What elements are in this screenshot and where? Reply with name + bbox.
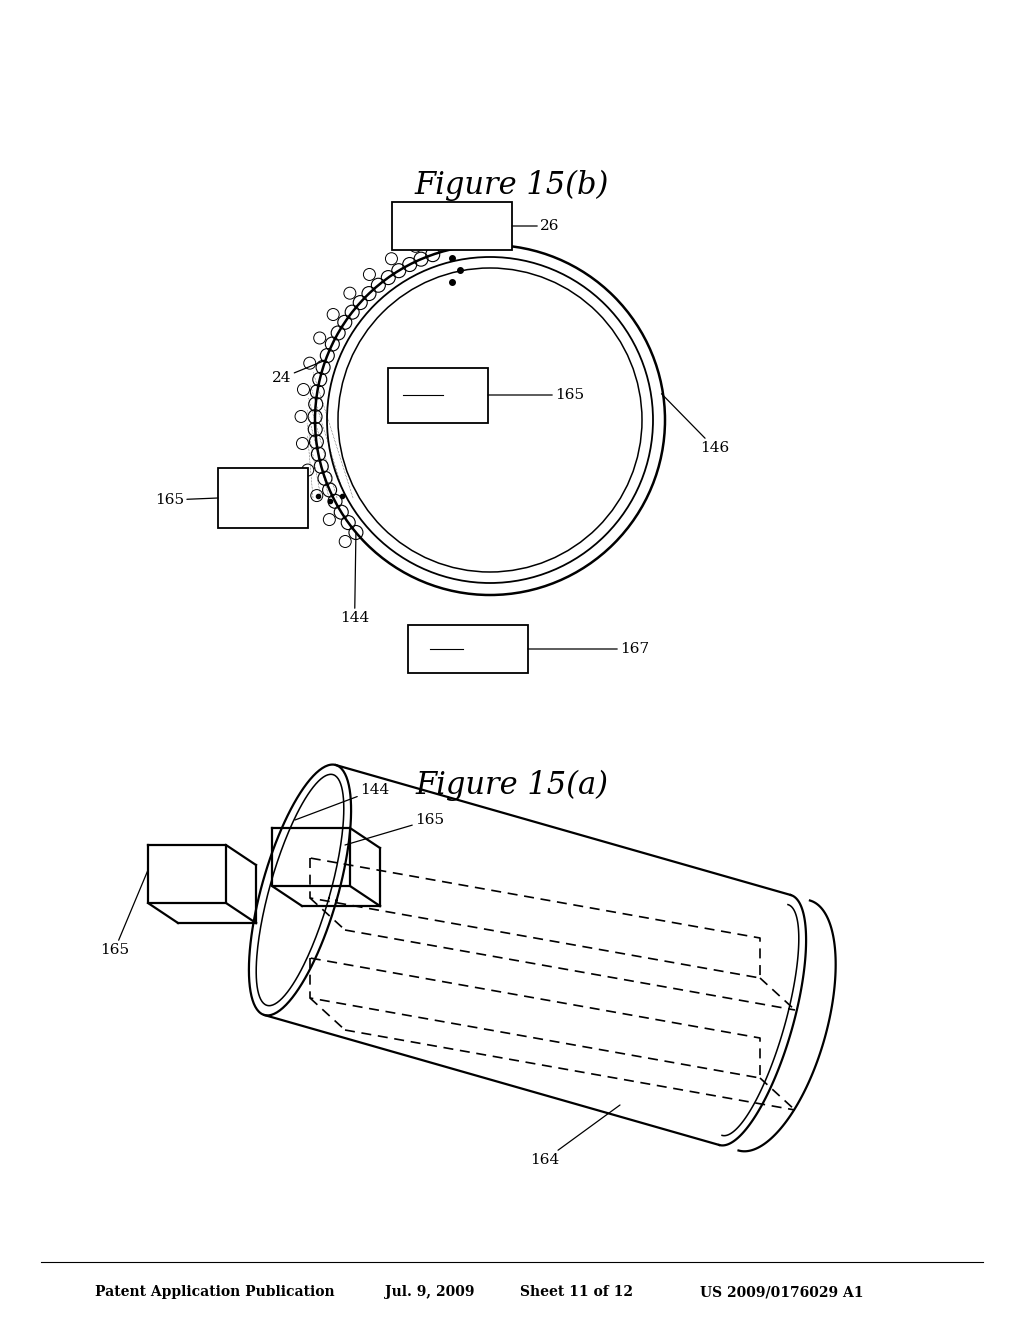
Text: 164: 164 (530, 1105, 620, 1167)
Text: 165: 165 (155, 492, 218, 507)
Text: Patent Application Publication: Patent Application Publication (95, 1284, 335, 1299)
Text: 24: 24 (272, 360, 326, 385)
Text: 26: 26 (512, 219, 559, 234)
Text: 165: 165 (100, 870, 148, 957)
Text: 144: 144 (340, 532, 370, 624)
Text: 144: 144 (295, 783, 389, 820)
Bar (392, 202, 512, 249)
Text: Figure 15(a): Figure 15(a) (416, 770, 608, 801)
Text: 165: 165 (345, 813, 444, 845)
Text: 167: 167 (528, 642, 649, 656)
Text: US 2009/0176029 A1: US 2009/0176029 A1 (700, 1284, 863, 1299)
Text: Sheet 11 of 12: Sheet 11 of 12 (520, 1284, 633, 1299)
Text: 165: 165 (488, 388, 584, 403)
Bar (218, 469, 308, 528)
Text: Figure 15(b): Figure 15(b) (415, 170, 609, 201)
Text: Jul. 9, 2009: Jul. 9, 2009 (385, 1284, 474, 1299)
Bar (388, 368, 488, 422)
Bar (408, 624, 528, 673)
Text: 146: 146 (662, 393, 729, 455)
